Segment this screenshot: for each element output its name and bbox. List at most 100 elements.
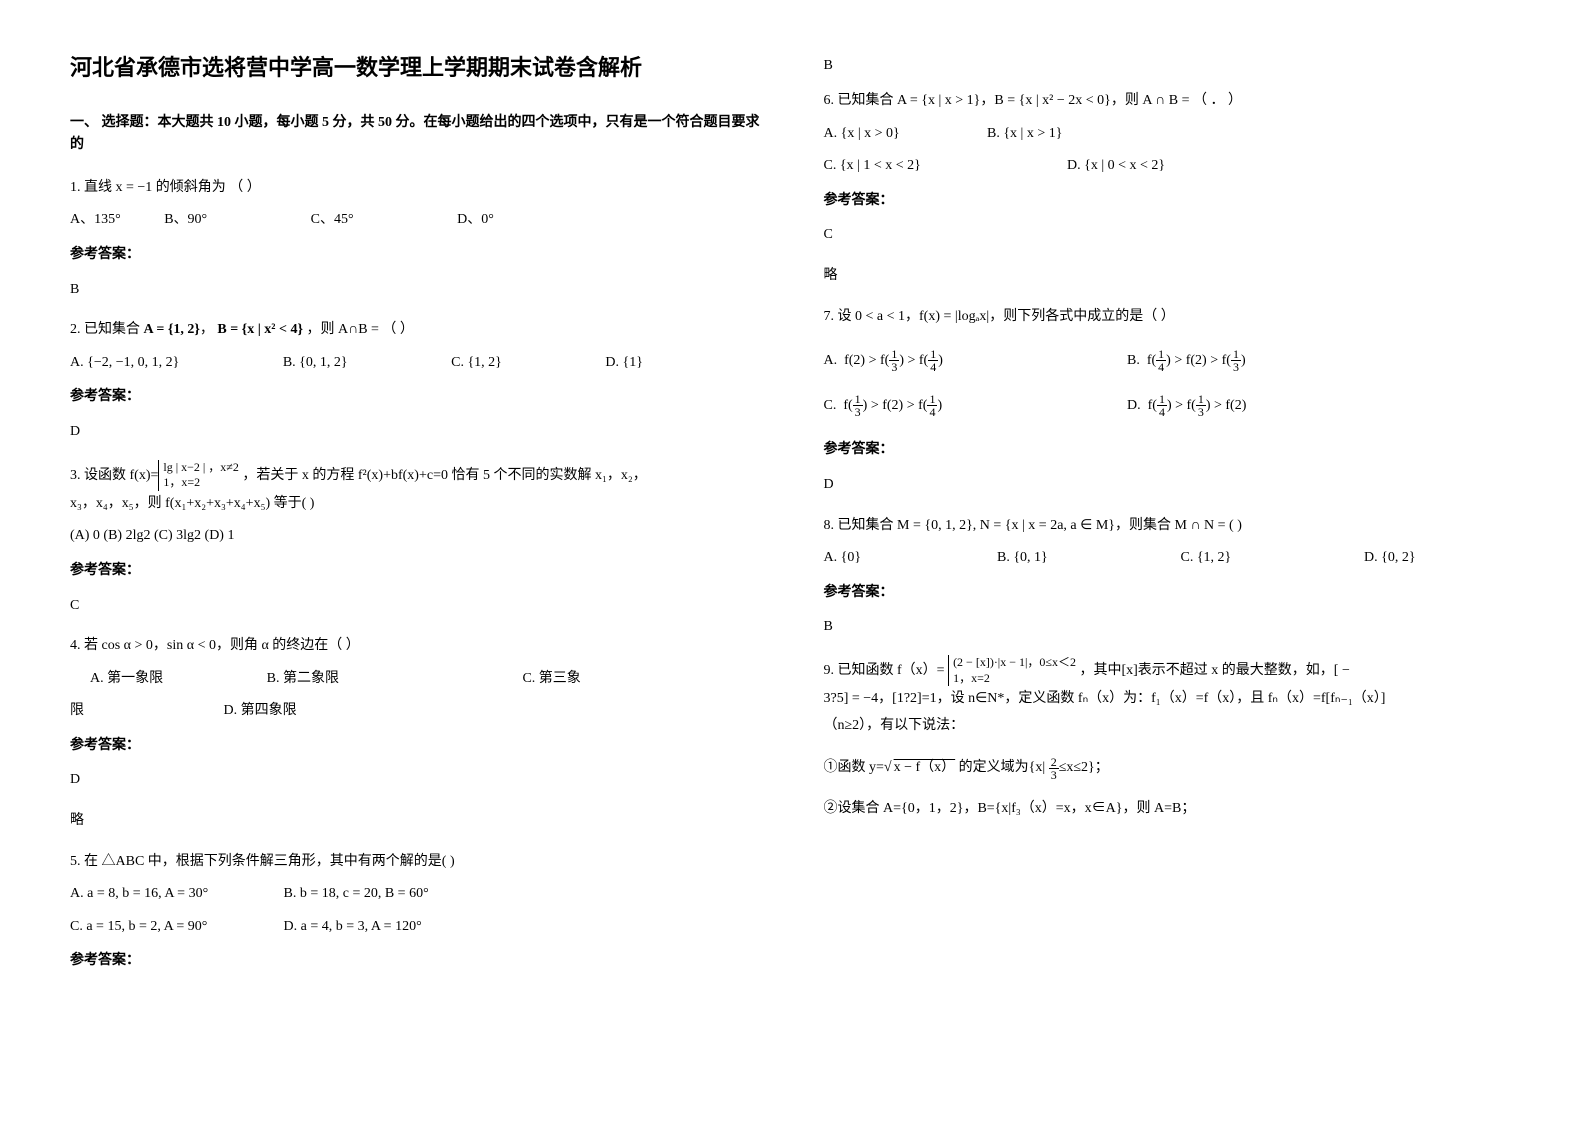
q2-stem: 2. 已知集合 A = {1, 2}， B = {x | x² < 4} ，则 … — [70, 317, 764, 344]
q3-fx-top: lg | x−2 | ，x≠2 — [163, 460, 239, 476]
q5-stem: 5. 在 △ABC 中，根据下列条件解三角形，其中有两个解的是( ) — [70, 849, 764, 876]
q7-opt-b: B. f(14) > f(2) > f(13) — [1127, 353, 1246, 368]
q5-opt-b: B. b = 18, c = 20, B = 60° — [284, 886, 429, 901]
q1-opt-c: C、45° — [311, 207, 354, 234]
q5-line1: A. a = 8, b = 16, A = 30° B. b = 18, c =… — [70, 881, 764, 908]
q1-ref: 参考答案： — [70, 242, 764, 269]
q1-opt-b: B、90° — [164, 207, 207, 234]
q1-opt-d: D、0° — [457, 207, 494, 234]
question-9: 9. 已知函数 f（x）= (2 − [x])·|x − 1|，0≤x＜2 1，… — [824, 655, 1518, 823]
q6-opt-d: D. {x | 0 < x < 2} — [1067, 158, 1165, 173]
q9-pre: 9. 已知函数 f（x）= — [824, 663, 949, 678]
q3-fx-bot: 1，x=2 — [163, 475, 239, 491]
q7-answer: D — [824, 472, 1518, 499]
question-8: 8. 已知集合 M = {0, 1, 2}, N = {x | x = 2a, … — [824, 513, 1518, 641]
q4-opt-c: C. 第三象 — [522, 666, 580, 693]
q4-options-2: 限 D. 第四象限 — [70, 698, 764, 725]
q1-opt-a: A、135° — [70, 207, 121, 234]
question-4: 4. 若 cos α > 0，sin α < 0，则角 α 的终边在（ ） A.… — [70, 633, 764, 835]
q7-stem: 7. 设 0 < a < 1，f(x) = |logₐx|，则下列各式中成立的是… — [824, 304, 1518, 331]
q7-opt-c: C. f(13) > f(2) > f(14) — [824, 393, 1124, 420]
q2-aset: A = {1, 2} — [144, 322, 200, 337]
q6-line1: A. {x | x > 0} B. {x | x > 1} — [824, 121, 1518, 148]
q5-opt-a: A. a = 8, b = 16, A = 30° — [70, 881, 280, 908]
section-header: 一、 选择题：本大题共 10 小题，每小题 5 分，共 50 分。在每小题给出的… — [70, 112, 764, 157]
q7-options-row2: C. f(13) > f(2) > f(14) D. f(14) > f(13)… — [824, 393, 1518, 420]
q2-bset: B = {x | x² < 4} — [217, 322, 303, 337]
q7-options-row1: A. f(2) > f(13) > f(14) B. f(14) > f(2) … — [824, 348, 1518, 375]
q8-ref: 参考答案： — [824, 580, 1518, 607]
q9-s1-pre: ①函数 y= — [824, 760, 884, 775]
q4-stem: 4. 若 cos α > 0，sin α < 0，则角 α 的终边在（ ） — [70, 633, 764, 660]
question-7: 7. 设 0 < a < 1，f(x) = |logₐx|，则下列各式中成立的是… — [824, 304, 1518, 499]
q2-tail: ，则 A∩B = （ ） — [306, 322, 413, 337]
q4-opt-d: D. 第四象限 — [224, 703, 297, 718]
q9-statement-1: ①函数 y=√x − f（x） 的定义域为{x| 23≤x≤2}； — [824, 755, 1518, 782]
left-column: 河北省承德市选将营中学高一数学理上学期期末试卷含解析 一、 选择题：本大题共 1… — [40, 50, 794, 1072]
q2-opt-b: B. {0, 1, 2} — [283, 350, 348, 377]
q3-stem: 3. 设函数 f(x)= lg | x−2 | ，x≠2 1，x=2 ，若关于 … — [70, 460, 764, 491]
q9-s1-mid: 的定义域为{x| — [959, 760, 1049, 775]
question-5: 5. 在 △ABC 中，根据下列条件解三角形，其中有两个解的是( ) A. a … — [70, 849, 764, 975]
q2-opt-c: C. {1, 2} — [451, 350, 502, 377]
q2-options: A. {−2, −1, 0, 1, 2} B. {0, 1, 2} C. {1,… — [70, 350, 764, 377]
q9-line2: 3?5] = −4，[1?2]=1，设 n∈N*，定义函数 fₙ（x）为：f₁（… — [824, 686, 1518, 713]
q8-opt-b: B. {0, 1} — [997, 545, 1177, 572]
q6-answer: C — [824, 222, 1518, 249]
q9-tail: ，其中[x]表示不超过 x 的最大整数，如，[ − — [1079, 663, 1349, 678]
q6-opt-b: B. {x | x > 1} — [987, 126, 1062, 141]
q4-ref: 参考答案： — [70, 733, 764, 760]
q2-opt-a: A. {−2, −1, 0, 1, 2} — [70, 350, 179, 377]
q5-opt-c: C. a = 15, b = 2, A = 90° — [70, 914, 280, 941]
q9-statement-2: ②设集合 A={0，1，2}，B={x|f₃（x）=x，x∈A}，则 A=B； — [824, 796, 1518, 823]
q4-extra: 略 — [70, 808, 764, 835]
q4-opt-a: A. 第一象限 — [90, 666, 163, 693]
q1-answer: B — [70, 277, 764, 304]
q9-piecewise: (2 − [x])·|x − 1|，0≤x＜2 1，x=2 — [948, 655, 1076, 686]
q3-line2: x₃，x₄，x₅，则 f(x₁+x₂+x₃+x₄+x₅) 等于( ) — [70, 491, 764, 518]
q2-ref: 参考答案： — [70, 384, 764, 411]
q2-opt-d: D. {1} — [605, 350, 643, 377]
q5-opt-d: D. a = 4, b = 3, A = 120° — [284, 919, 422, 934]
question-2: 2. 已知集合 A = {1, 2}， B = {x | x² < 4} ，则 … — [70, 317, 764, 445]
q6-opt-c: C. {x | 1 < x < 2} — [824, 153, 1064, 180]
question-3: 3. 设函数 f(x)= lg | x−2 | ，x≠2 1，x=2 ，若关于 … — [70, 460, 764, 620]
q9-s1-sqrt: x − f（x） — [892, 760, 956, 775]
q5-line2: C. a = 15, b = 2, A = 90° D. a = 4, b = … — [70, 914, 764, 941]
q5-ref: 参考答案： — [70, 948, 764, 975]
q9-fx-top: (2 − [x])·|x − 1|，0≤x＜2 — [953, 655, 1076, 671]
q4-xian: 限 — [70, 698, 220, 725]
q3-tail: ，若关于 x 的方程 f²(x)+bf(x)+c=0 恰有 5 个不同的实数解 … — [242, 467, 646, 482]
q8-answer: B — [824, 614, 1518, 641]
q8-opt-d: D. {0, 2} — [1364, 550, 1416, 565]
q9-s1-tail: ≤x≤2}； — [1059, 760, 1109, 775]
q9-line3: （n≥2），有以下说法： — [824, 713, 1518, 740]
q1-stem: 1. 直线 x = −1 的倾斜角为 （ ） — [70, 175, 764, 202]
q6-opt-a: A. {x | x > 0} — [824, 121, 984, 148]
page-title: 河北省承德市选将营中学高一数学理上学期期末试卷含解析 — [70, 50, 764, 82]
q4-options: A. 第一象限 B. 第二象限 C. 第三象 — [70, 666, 764, 693]
q3-options: (A) 0 (B) 2lg2 (C) 3lg2 (D) 1 — [70, 523, 764, 550]
question-6: 6. 已知集合 A = {x | x > 1}，B = {x | x² − 2x… — [824, 88, 1518, 290]
q5-answer: B — [824, 58, 1518, 74]
q8-opt-c: C. {1, 2} — [1181, 545, 1361, 572]
right-column: B 6. 已知集合 A = {x | x > 1}，B = {x | x² − … — [794, 50, 1548, 1072]
q7-ref: 参考答案： — [824, 437, 1518, 464]
q8-opt-a: A. {0} — [824, 545, 994, 572]
q3-pre: 3. 设函数 — [70, 467, 126, 482]
q1-options: A、135° B、90° C、45° D、0° — [70, 207, 764, 234]
q6-ref: 参考答案： — [824, 188, 1518, 215]
q4-opt-b: B. 第二象限 — [267, 666, 339, 693]
q2-answer: D — [70, 419, 764, 446]
q9-fx-bot: 1，x=2 — [953, 671, 1076, 687]
q3-ref: 参考答案： — [70, 558, 764, 585]
q6-stem: 6. 已知集合 A = {x | x > 1}，B = {x | x² − 2x… — [824, 88, 1518, 115]
q3-answer: C — [70, 593, 764, 620]
q3-piecewise: lg | x−2 | ，x≠2 1，x=2 — [158, 460, 239, 491]
q2-stem-pre: 2. 已知集合 — [70, 322, 144, 337]
question-1: 1. 直线 x = −1 的倾斜角为 （ ） A、135° B、90° C、45… — [70, 175, 764, 303]
q4-answer: D — [70, 767, 764, 794]
q7-opt-d: D. f(14) > f(13) > f(2) — [1127, 398, 1246, 413]
q7-opt-a: A. f(2) > f(13) > f(14) — [824, 348, 1124, 375]
q6-line2: C. {x | 1 < x < 2} D. {x | 0 < x < 2} — [824, 153, 1518, 180]
